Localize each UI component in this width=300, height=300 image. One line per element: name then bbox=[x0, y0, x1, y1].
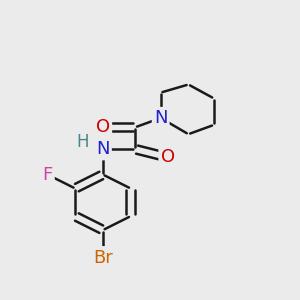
Text: N: N bbox=[154, 109, 167, 127]
Text: Br: Br bbox=[93, 249, 113, 267]
Text: H: H bbox=[76, 133, 88, 151]
Text: N: N bbox=[96, 140, 110, 158]
Text: O: O bbox=[96, 118, 110, 136]
Text: O: O bbox=[160, 148, 175, 166]
Text: F: F bbox=[42, 166, 52, 184]
